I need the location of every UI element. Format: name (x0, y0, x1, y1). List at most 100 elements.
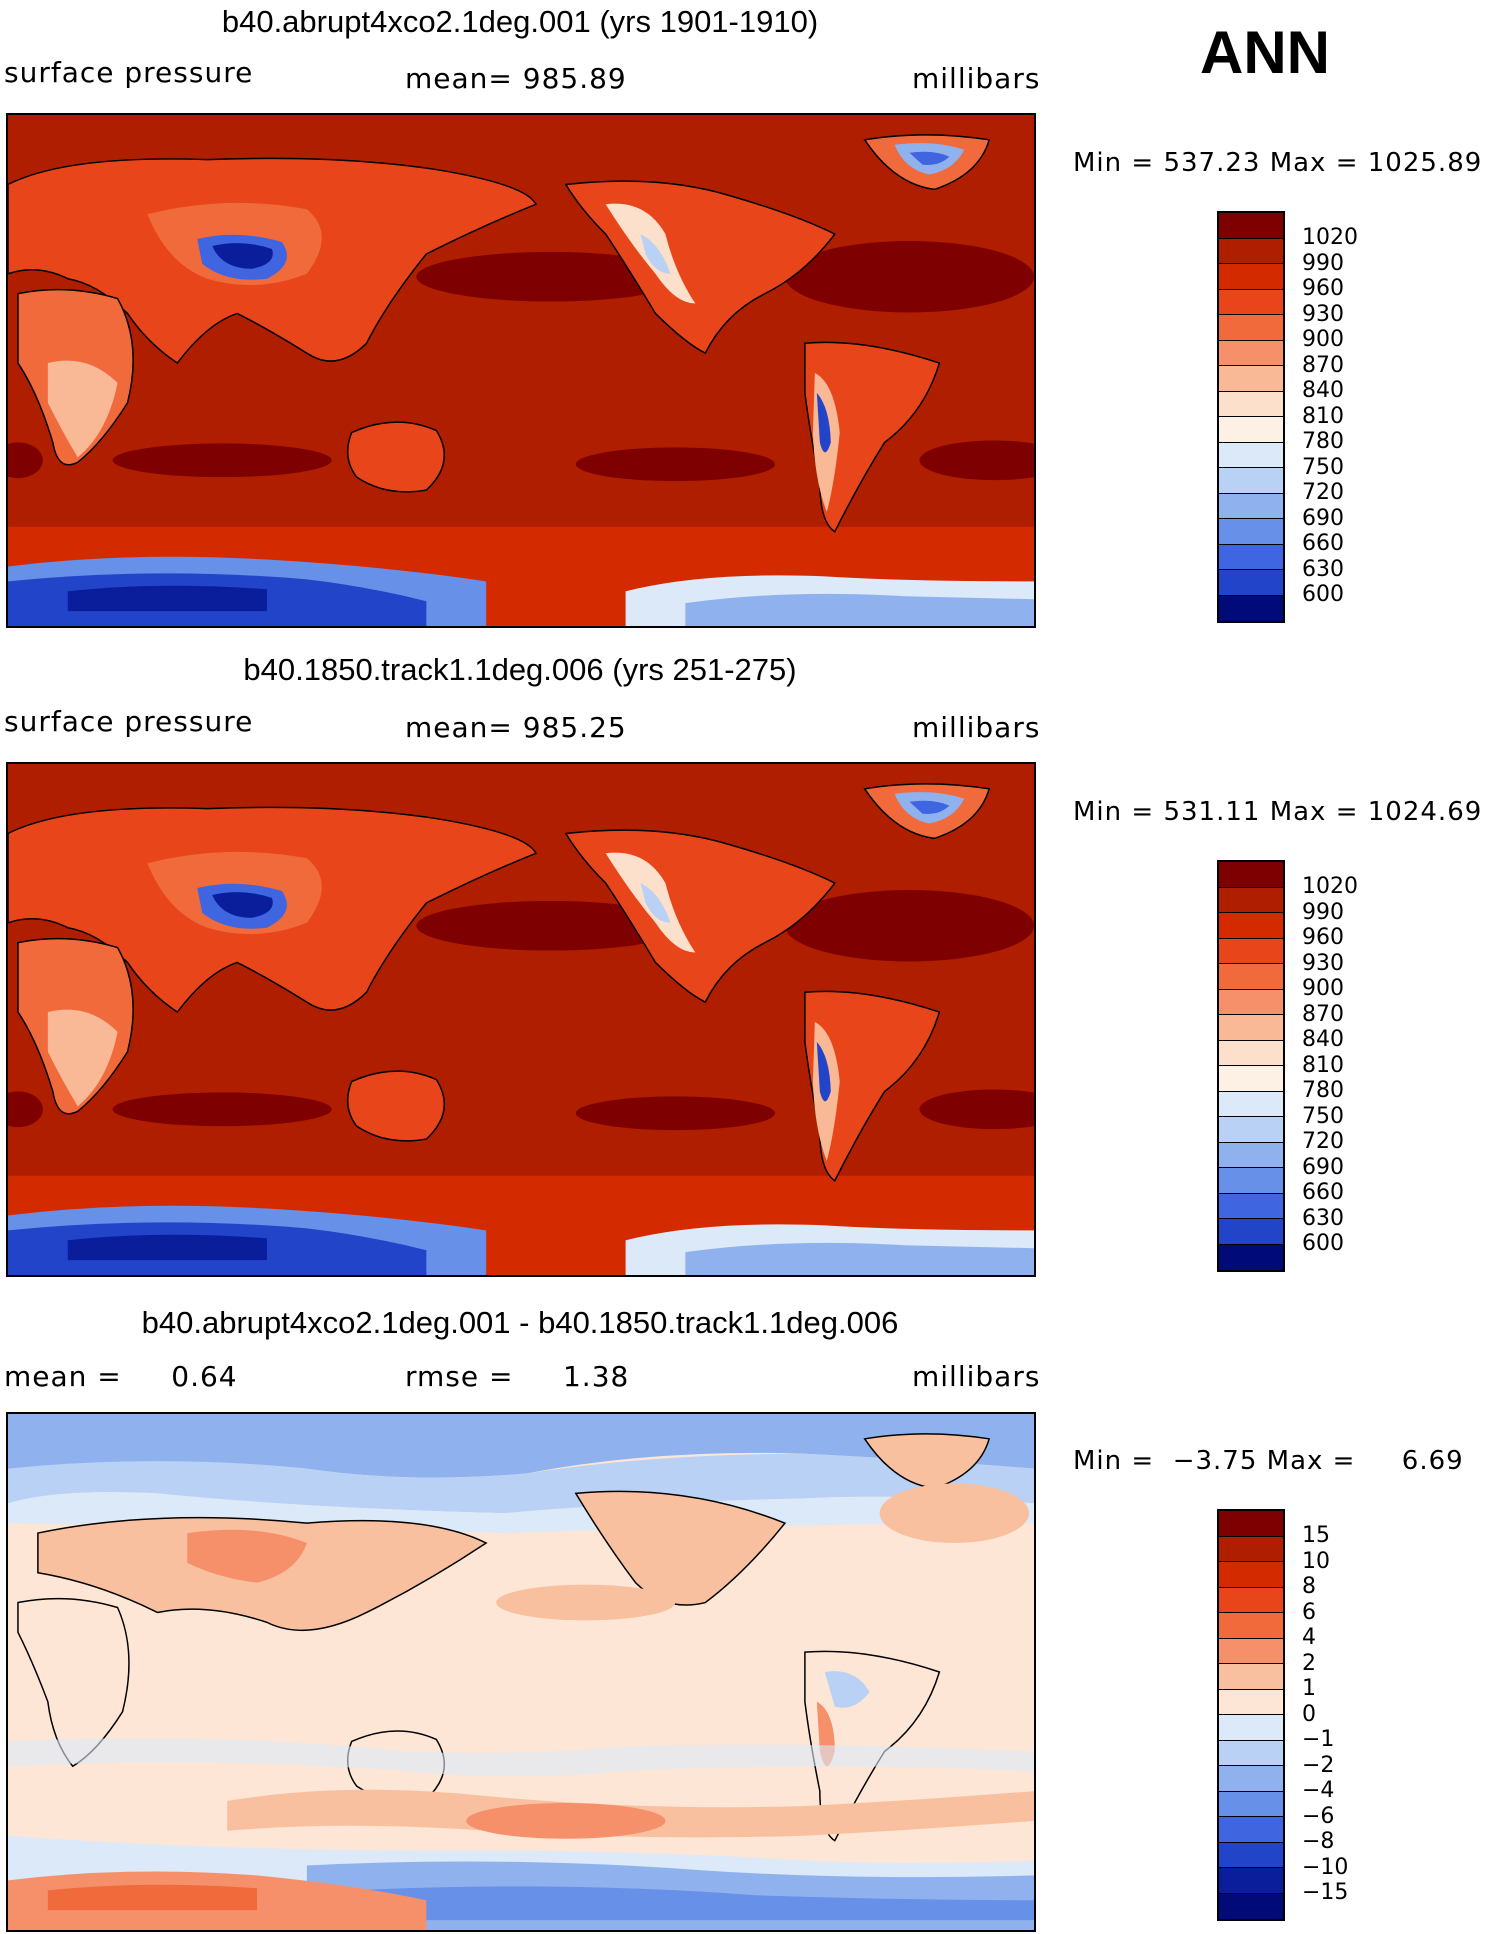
colorbar-box (1219, 289, 1283, 315)
colorbar-label: 10 (1302, 1548, 1330, 1574)
colorbar-box (1219, 1817, 1283, 1843)
colorbar-label: 720 (1302, 1129, 1344, 1154)
colorbar-box (1219, 1040, 1283, 1066)
colorbar-label: 780 (1302, 1078, 1344, 1103)
colorbar-label: 900 (1302, 327, 1344, 352)
colorbar-label: 900 (1302, 976, 1344, 1001)
colorbar-label: −8 (1302, 1829, 1335, 1854)
colorbar-box (1219, 1219, 1283, 1245)
colorbar-label: 1 (1302, 1676, 1316, 1701)
colorbar-label: 780 (1302, 429, 1344, 454)
colorbar-label: 600 (1302, 1231, 1344, 1256)
colorbar-label: 990 (1302, 899, 1344, 925)
colorbar-label: −4 (1302, 1778, 1335, 1803)
colorbar-box (1219, 1613, 1283, 1639)
colorbar-label: 870 (1302, 352, 1344, 378)
colorbar-label: 930 (1302, 301, 1344, 327)
colorbar-box (1219, 1664, 1283, 1690)
panel-1-mean-label: mean= 985.89 (405, 62, 627, 95)
panel-3-units-label: millibars (912, 1360, 1041, 1393)
colorbar-label: 1020 (1302, 874, 1358, 899)
panel-2-mean-label: mean= 985.25 (405, 711, 627, 744)
colorbar-box (1219, 1587, 1283, 1613)
colorbar-label: 990 (1302, 250, 1344, 276)
colorbar-label: 0 (1302, 1701, 1316, 1727)
colorbar-box (1219, 1562, 1283, 1588)
colorbar-box (1219, 1766, 1283, 1792)
colorbar-label: 690 (1302, 1154, 1344, 1180)
colorbar-label: 6 (1302, 1599, 1316, 1625)
colorbar-box (1219, 1689, 1283, 1715)
colorbar-box (1219, 1244, 1283, 1270)
panel-1-units-label: millibars (912, 62, 1041, 95)
panel-3-colorbar-labels: 15 10 8 6 4 2 1 0 −1 −2 −4 −6 −8 −10 −15 (1302, 1523, 1348, 1906)
colorbar-label: −1 (1302, 1727, 1335, 1752)
colorbar-box (1219, 315, 1283, 341)
colorbar-label: 15 (1302, 1523, 1330, 1548)
colorbar-box (1219, 570, 1283, 596)
colorbar-label: 630 (1302, 556, 1344, 582)
panel-2-units-label: millibars (912, 711, 1041, 744)
colorbar-box (1219, 1091, 1283, 1117)
colorbar-label: 960 (1302, 276, 1344, 301)
colorbar-box (1219, 264, 1283, 290)
colorbar-box (1219, 366, 1283, 392)
colorbar-box (1219, 1066, 1283, 1092)
panel-3-minmax: Min = −3.75 Max = 6.69 (1073, 1446, 1464, 1476)
panel-3-rmse-label: rmse = 1.38 (405, 1360, 630, 1393)
colorbar-label: 750 (1302, 454, 1344, 480)
panel-3-map (6, 1412, 1036, 1932)
panel-2-variable-label: surface pressure (4, 705, 254, 738)
colorbar-label: 1020 (1302, 225, 1358, 250)
colorbar-label: 720 (1302, 480, 1344, 505)
colorbar-box (1219, 544, 1283, 570)
colorbar-box (1219, 1868, 1283, 1894)
colorbar-box (1219, 938, 1283, 964)
colorbar-label: 2 (1302, 1650, 1316, 1676)
colorbar-label: 600 (1302, 582, 1344, 607)
colorbar-box (1219, 989, 1283, 1015)
colorbar-label: 810 (1302, 1052, 1344, 1078)
panel-3-title: b40.abrupt4xco2.1deg.001 - b40.1850.trac… (141, 1305, 899, 1340)
panel-3-mean-label: mean = 0.64 (4, 1360, 238, 1393)
colorbar-box (1219, 862, 1283, 888)
panel-2-title: b40.1850.track1.1deg.006 (yrs 251-275) (243, 652, 797, 687)
panel-2-map (6, 762, 1036, 1277)
colorbar-label: −10 (1302, 1854, 1349, 1880)
colorbar-box (1219, 468, 1283, 494)
colorbar-box (1219, 1142, 1283, 1168)
colorbar-label: 870 (1302, 1001, 1344, 1027)
colorbar-label: 660 (1302, 1180, 1344, 1205)
colorbar-box (1219, 213, 1283, 239)
colorbar-label: −6 (1302, 1803, 1335, 1829)
colorbar-label: 690 (1302, 505, 1344, 531)
season-label: ANN (1200, 19, 1330, 86)
colorbar-box (1219, 887, 1283, 913)
colorbar-box (1219, 1791, 1283, 1817)
colorbar-label: 660 (1302, 531, 1344, 556)
colorbar-box (1219, 442, 1283, 468)
panel-2-minmax: Min = 531.11 Max = 1024.69 (1073, 797, 1483, 827)
colorbar-box (1219, 1638, 1283, 1664)
colorbar-label: −15 (1302, 1880, 1349, 1905)
colorbar-box (1219, 340, 1283, 366)
colorbar-box (1219, 1117, 1283, 1143)
colorbar-label: −2 (1302, 1752, 1335, 1778)
panel-1-colorbar (1217, 211, 1285, 623)
colorbar-box (1219, 493, 1283, 519)
panel-1-title: b40.abrupt4xco2.1deg.001 (yrs 1901-1910) (221, 4, 819, 39)
colorbar-label: 8 (1302, 1574, 1316, 1599)
panel-1-minmax: Min = 537.23 Max = 1025.89 (1073, 148, 1483, 178)
panel-2-colorbar (1217, 860, 1285, 1272)
panel-1-variable-label: surface pressure (4, 56, 254, 89)
colorbar-box (1219, 1740, 1283, 1766)
colorbar-box (1219, 1168, 1283, 1194)
panel-1-colorbar-labels: 1020 990 960 930 900 870 840 810 780 750… (1302, 225, 1358, 608)
colorbar-box (1219, 238, 1283, 264)
colorbar-box (1219, 595, 1283, 621)
panel-3-colorbar (1217, 1509, 1285, 1921)
colorbar-box (1219, 417, 1283, 443)
colorbar-box (1219, 1015, 1283, 1041)
panel-1-map (6, 113, 1036, 628)
colorbar-label: 750 (1302, 1103, 1344, 1129)
